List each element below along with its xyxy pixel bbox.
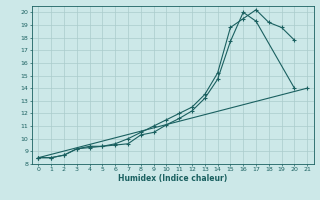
X-axis label: Humidex (Indice chaleur): Humidex (Indice chaleur) — [118, 174, 228, 183]
